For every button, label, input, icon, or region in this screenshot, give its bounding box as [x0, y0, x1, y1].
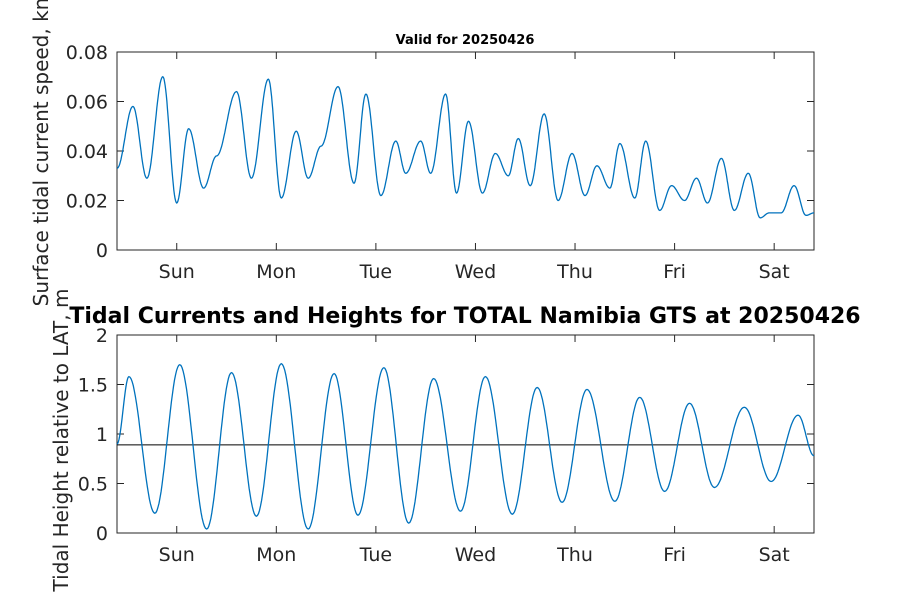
x-ticks: Sun Mon Tue Wed Thu Fri Sat: [159, 335, 790, 566]
x-tick-label: Fri: [663, 544, 686, 566]
x-tick-label: Wed: [455, 544, 496, 566]
y-tick-label: 0.08: [66, 42, 108, 64]
series-line: [116, 362, 815, 530]
x-tick-label: Sun: [159, 261, 195, 283]
series-group: [116, 362, 815, 530]
x-tick-label: Sun: [159, 544, 195, 566]
series-group: [116, 75, 814, 219]
tidal-height-axes: Tidal Currents and Heights for TOTAL Nam…: [49, 289, 861, 593]
chart-title: Valid for 20250426: [396, 33, 535, 48]
x-tick-label: Thu: [556, 544, 593, 566]
y-tick-label: 0.06: [66, 92, 108, 114]
x-tick-label: Mon: [256, 544, 296, 566]
plot-area: [116, 334, 815, 534]
y-tick-label: 1.5: [78, 375, 108, 397]
plot-area: [116, 51, 815, 251]
y-axis-label: Tidal Height relative to LAT, m: [49, 289, 73, 593]
x-tick-label: Sat: [759, 261, 790, 283]
y-axis-label: Surface tidal current speed, kn: [29, 0, 53, 306]
y-tick-label: 2: [96, 325, 108, 347]
y-ticks: 0 0.02 0.04 0.06 0.08: [66, 42, 814, 262]
y-tick-label: 0: [96, 523, 108, 545]
current-speed-axes: Valid for 20250426 Surface tidal current…: [29, 0, 815, 306]
y-tick-label: 0: [96, 240, 108, 262]
x-tick-label: Tue: [359, 544, 392, 566]
chart-title: Tidal Currents and Heights for TOTAL Nam…: [69, 304, 860, 329]
x-tick-label: Tue: [359, 261, 392, 283]
x-tick-label: Mon: [256, 261, 296, 283]
x-tick-label: Thu: [556, 261, 593, 283]
x-ticks: Sun Mon Tue Wed Thu Fri Sat: [159, 52, 790, 283]
y-tick-label: 1: [96, 424, 108, 446]
y-ticks: 0 0.5 1 1.5 2: [78, 325, 814, 545]
y-tick-label: 0.02: [66, 191, 108, 213]
series-line: [116, 75, 814, 219]
x-tick-label: Sat: [759, 544, 790, 566]
x-tick-label: Wed: [455, 261, 496, 283]
x-tick-label: Fri: [663, 261, 686, 283]
y-tick-label: 0.5: [78, 474, 108, 496]
y-tick-label: 0.04: [66, 141, 108, 163]
